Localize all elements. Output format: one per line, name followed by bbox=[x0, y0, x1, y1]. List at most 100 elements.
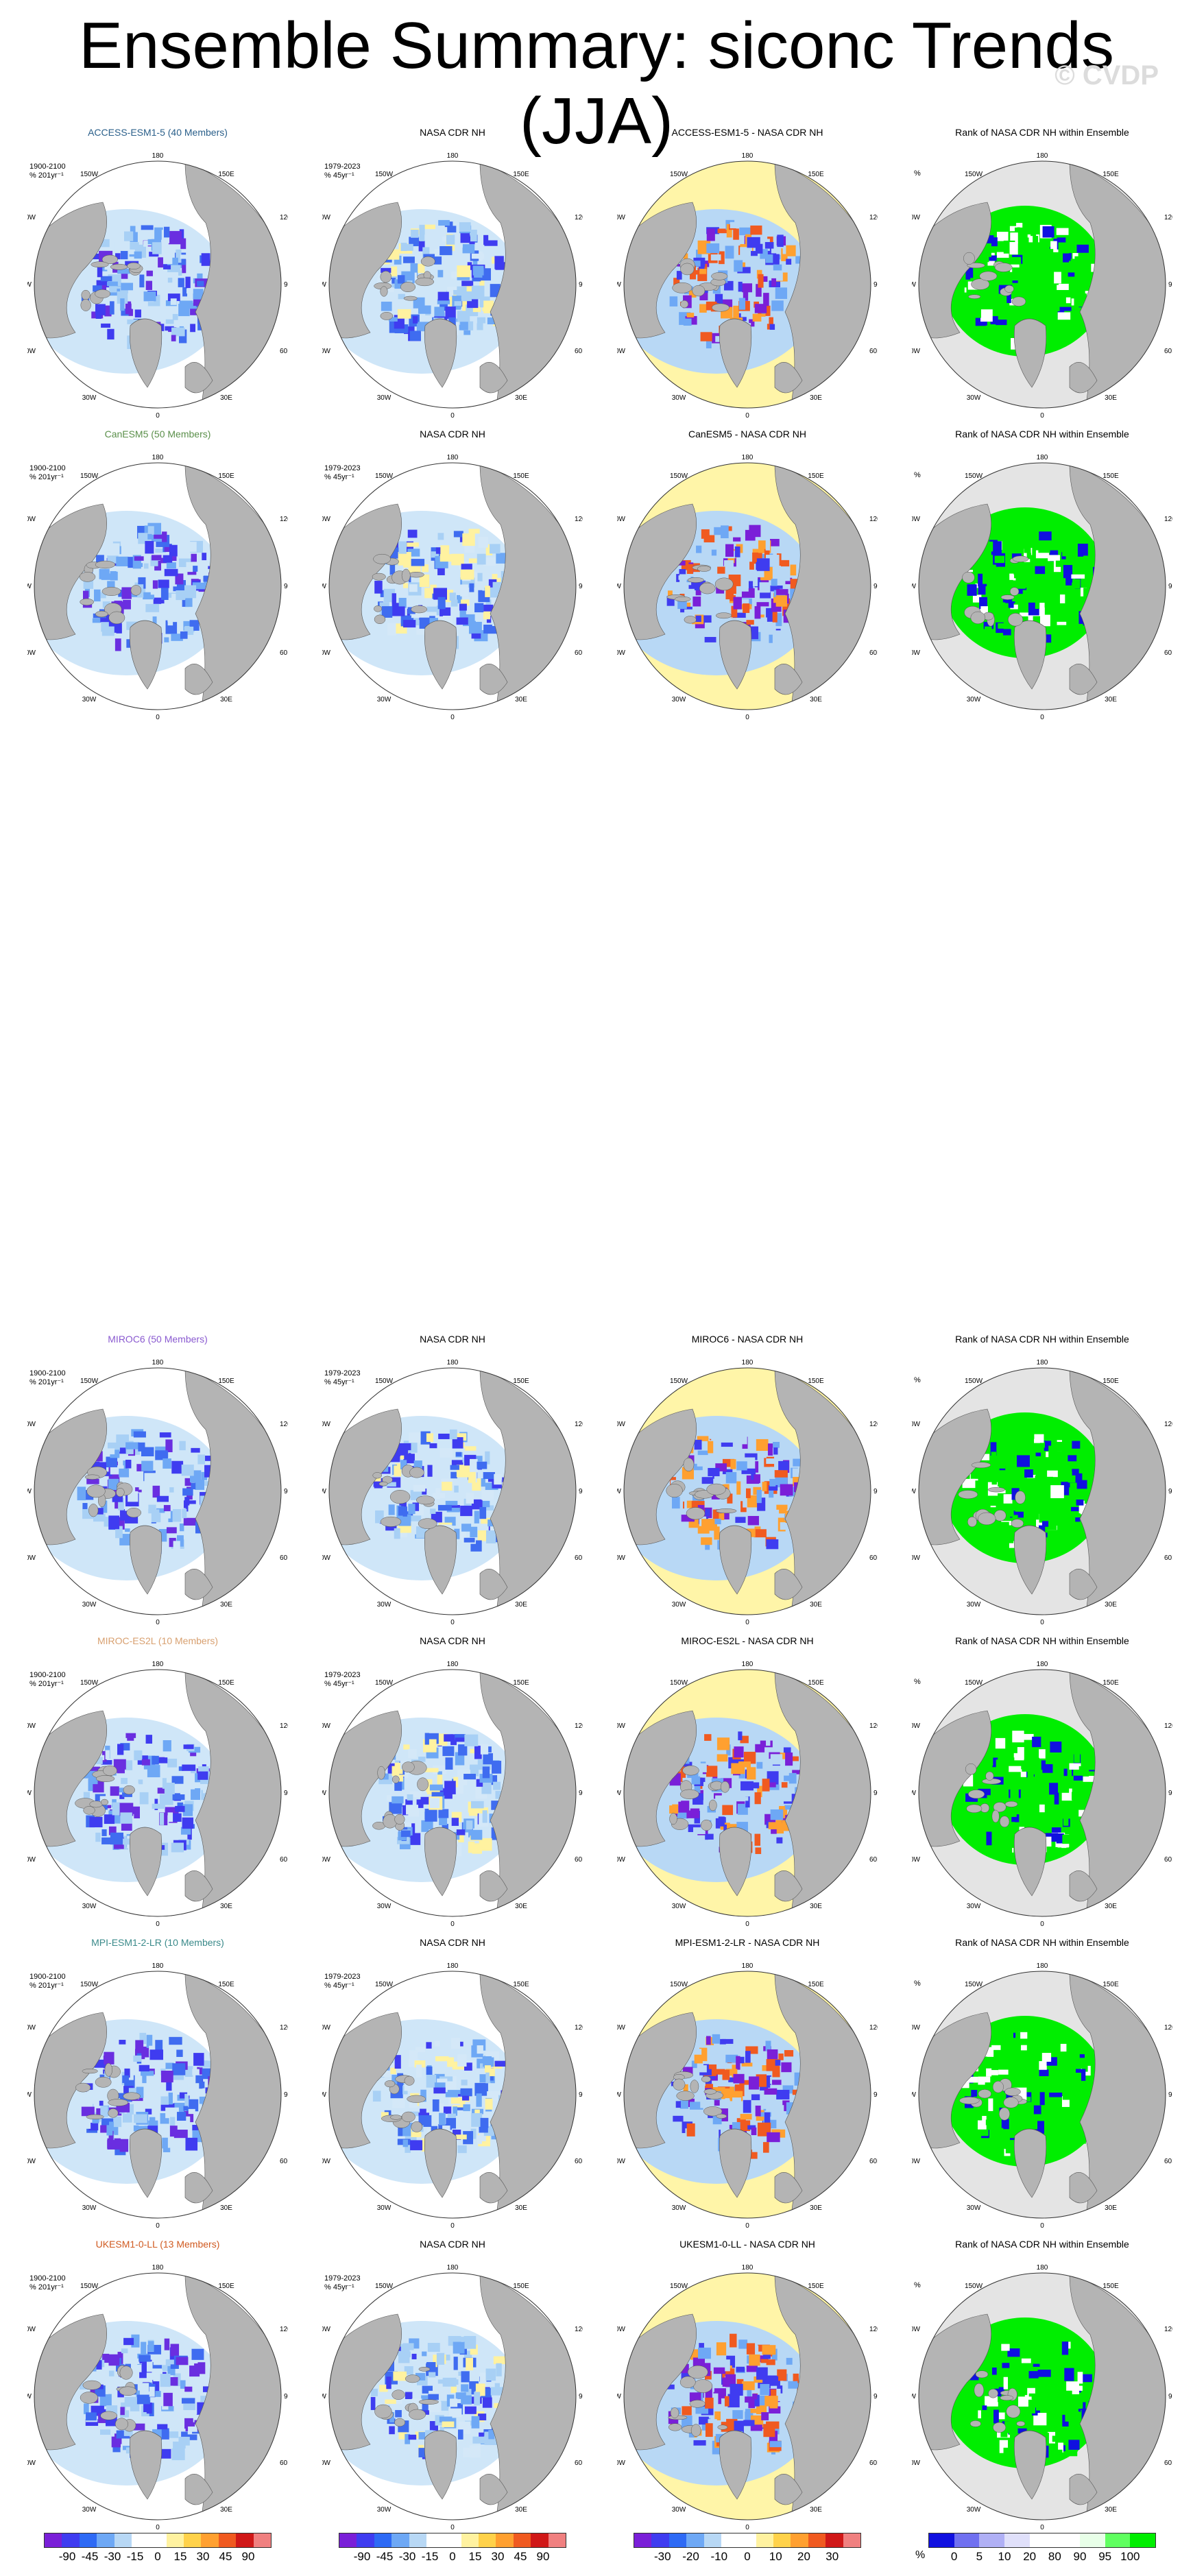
grid-cell bbox=[701, 1441, 714, 1447]
grid-cell bbox=[1002, 2135, 1008, 2149]
grid-cell bbox=[738, 1761, 751, 1768]
grid-cell bbox=[704, 2363, 711, 2376]
lon-label-se: 30E bbox=[810, 1903, 822, 1910]
land-greenland bbox=[424, 1525, 457, 1595]
grid-cell bbox=[466, 1820, 473, 1830]
grid-cell bbox=[159, 1812, 165, 1825]
lon-label-w: 90W bbox=[27, 281, 32, 289]
grid-cell bbox=[116, 556, 129, 566]
grid-cell bbox=[85, 2419, 99, 2427]
grid-cell bbox=[755, 2105, 761, 2117]
lon-label-nw: 150W bbox=[80, 2283, 99, 2290]
grid-cell bbox=[681, 1515, 695, 1522]
grid-cell bbox=[1020, 2126, 1026, 2131]
grid-cell bbox=[422, 564, 429, 573]
grid-cell bbox=[426, 2042, 432, 2049]
grid-cell bbox=[459, 222, 471, 232]
grid-cell bbox=[1013, 566, 1020, 575]
grid-cell bbox=[769, 2441, 782, 2448]
colorbar-swatch bbox=[201, 2533, 219, 2547]
land-scandinavia bbox=[774, 2474, 803, 2505]
grid-cell bbox=[428, 2394, 439, 2400]
lon-label-esw: 60E bbox=[575, 1856, 583, 1864]
obs-panel: NASA CDR NH 1979-2023% 45yr⁻¹ 180 0 150W 150E… bbox=[322, 1937, 583, 2239]
grid-cell bbox=[182, 1817, 194, 1829]
grid-cell bbox=[1020, 2045, 1027, 2051]
grid-cell bbox=[786, 1794, 799, 1801]
grid-cell bbox=[418, 2115, 432, 2127]
grid-cell bbox=[1002, 1469, 1011, 1478]
land-island bbox=[1008, 613, 1024, 627]
grid-cell bbox=[457, 2054, 467, 2067]
model-polar-map: 1800150W150E120W120E90W90E60W60E30W30E bbox=[27, 454, 288, 721]
grid-cell bbox=[714, 293, 723, 306]
grid-cell bbox=[732, 2097, 742, 2108]
period-label: 1900-2100 bbox=[29, 1671, 66, 1679]
grid-cell bbox=[1083, 250, 1095, 262]
grid-cell bbox=[1060, 2043, 1067, 2056]
grid-cell bbox=[679, 2100, 688, 2109]
lon-label-top: 180 bbox=[152, 454, 164, 461]
lon-label-w: 90W bbox=[912, 2393, 917, 2400]
grid-cell bbox=[980, 1454, 990, 1460]
grid-cell bbox=[178, 1766, 184, 1771]
grid-cell bbox=[1004, 534, 1015, 547]
lon-label-sw: 30W bbox=[82, 2204, 97, 2212]
grid-cell bbox=[143, 563, 149, 569]
grid-cell bbox=[454, 301, 462, 306]
grid-cell bbox=[145, 1735, 153, 1744]
grid-cell bbox=[410, 263, 418, 276]
grid-cell bbox=[463, 2104, 470, 2111]
grid-cell bbox=[754, 1474, 760, 1484]
obs-colorbar bbox=[339, 2533, 566, 2548]
lon-label-wnw: 120W bbox=[322, 516, 331, 523]
grid-cell bbox=[165, 319, 174, 324]
grid-cell bbox=[418, 241, 425, 252]
grid-cell bbox=[769, 1490, 774, 1498]
lon-label-bottom: 0 bbox=[450, 1619, 455, 1626]
grid-cell bbox=[749, 525, 761, 538]
grid-cell bbox=[104, 305, 112, 317]
grid-cell bbox=[407, 1794, 413, 1801]
grid-cell bbox=[1063, 633, 1073, 644]
grid-cell bbox=[756, 558, 770, 571]
grid-cell bbox=[169, 1487, 174, 1493]
grid-cell bbox=[979, 597, 987, 610]
grid-cell bbox=[463, 2131, 474, 2145]
land-island bbox=[1004, 2087, 1021, 2096]
grid-cell bbox=[398, 293, 405, 300]
grid-cell bbox=[1046, 1476, 1053, 1482]
grid-cell bbox=[966, 1508, 978, 1517]
land-island bbox=[978, 1512, 996, 1526]
grid-cell bbox=[171, 2448, 185, 2461]
grid-cell bbox=[157, 1787, 170, 1794]
grid-cell bbox=[165, 272, 179, 278]
grid-cell bbox=[431, 551, 439, 558]
grid-cell bbox=[673, 278, 680, 287]
obs-panel: NASA CDR NH 1979-2023% 45yr⁻¹ 180 0 150W 150E… bbox=[322, 429, 583, 730]
land-island bbox=[720, 1781, 730, 1793]
land-island bbox=[390, 2115, 402, 2120]
grid-cell bbox=[996, 232, 1009, 241]
grid-cell bbox=[169, 2126, 178, 2137]
obs-period-units: 1979-2023% 45yr⁻¹ bbox=[324, 1973, 361, 1990]
land-scandinavia bbox=[479, 2474, 508, 2505]
grid-cell bbox=[202, 1785, 208, 1794]
grid-cell bbox=[1007, 579, 1013, 594]
grid-cell bbox=[112, 1495, 123, 1502]
grid-cell bbox=[674, 266, 685, 275]
grid-cell bbox=[439, 2416, 453, 2423]
land-island bbox=[1003, 2097, 1019, 2108]
land-island bbox=[91, 261, 109, 268]
diff-colorbar-tick: 10 bbox=[769, 2550, 782, 2563]
grid-cell bbox=[697, 2435, 706, 2442]
lon-label-top: 180 bbox=[152, 2264, 164, 2272]
lon-label-nw: 150W bbox=[965, 1981, 983, 1988]
lon-label-ne: 150E bbox=[1102, 2283, 1119, 2290]
grid-cell bbox=[1022, 282, 1029, 291]
grid-cell bbox=[105, 1750, 110, 1759]
grid-cell bbox=[104, 264, 113, 270]
grid-cell bbox=[447, 226, 457, 233]
grid-cell bbox=[686, 313, 695, 317]
grid-cell bbox=[749, 1734, 762, 1744]
